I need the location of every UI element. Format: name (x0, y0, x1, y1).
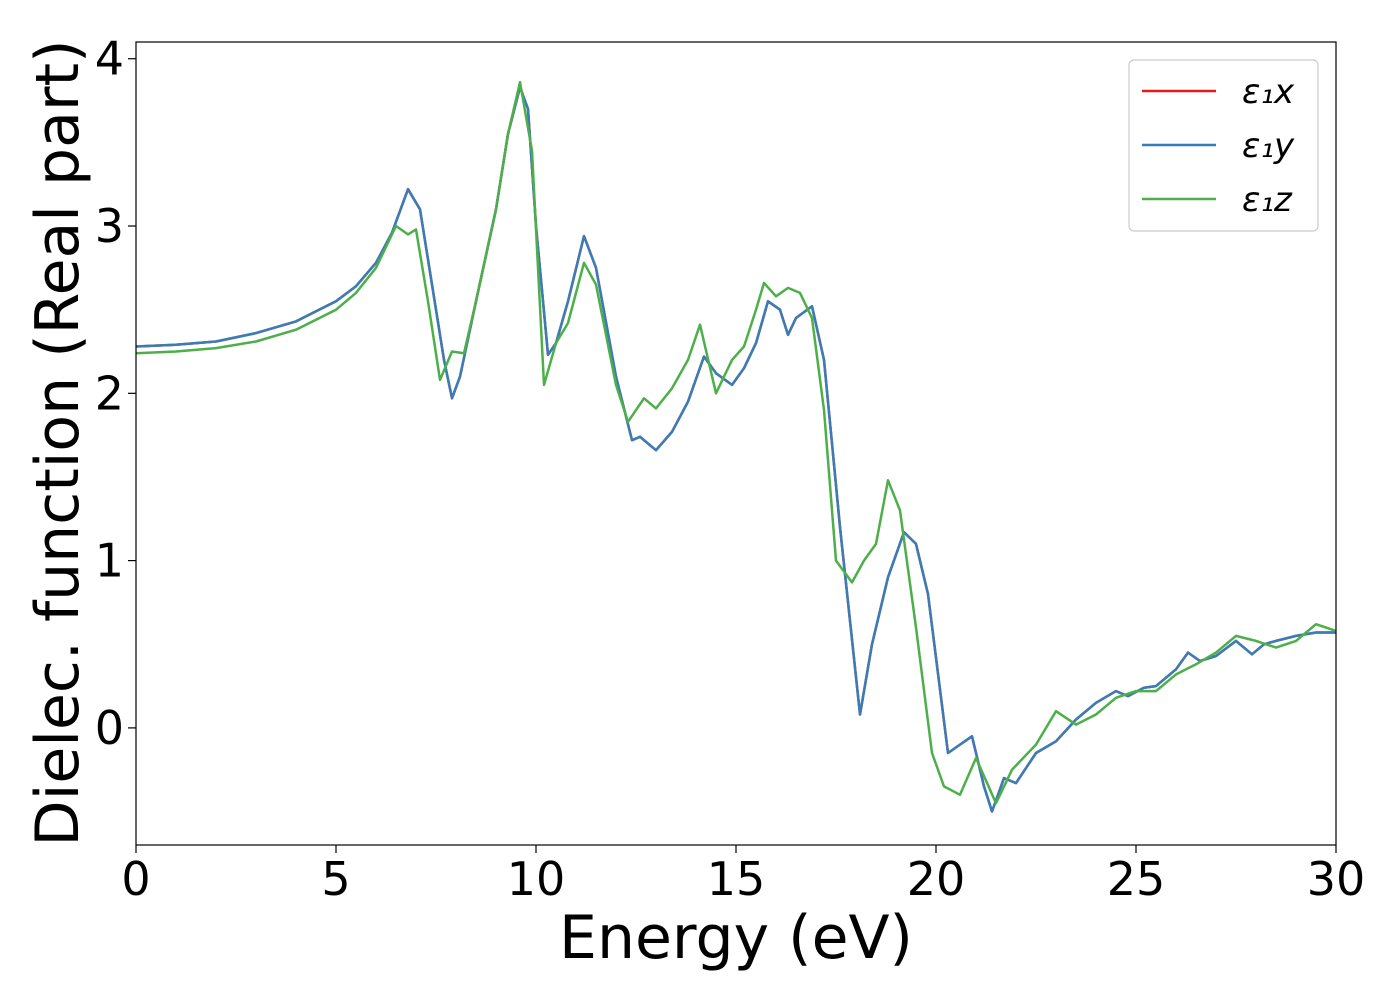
y-axis: 0 1 2 3 4 (95, 32, 136, 755)
legend-label-x: ε₁x (1242, 72, 1295, 112)
y-tick-label: 1 (95, 534, 124, 588)
x-tick-label: 20 (907, 852, 966, 906)
x-tick-label: 0 (121, 852, 150, 906)
x-tick-label: 25 (1107, 852, 1166, 906)
y-tick-label: 4 (95, 32, 124, 86)
y-tick-label: 0 (95, 701, 124, 755)
legend-label-y: ε₁y (1242, 126, 1295, 166)
y-axis-title: Dielec. function (Real part) (23, 40, 93, 847)
series-lines (135, 80, 1337, 813)
legend-label-z: ε₁z (1242, 180, 1293, 220)
y-tick-label: 2 (95, 366, 124, 420)
series-line-2 (135, 80, 1337, 805)
legend: ε₁x ε₁y ε₁z (1128, 59, 1319, 232)
x-axis-title: Energy (eV) (559, 903, 913, 973)
x-tick-label: 15 (707, 852, 766, 906)
x-axis: 0 5 10 15 20 25 30 (121, 845, 1365, 906)
x-tick-label: 10 (507, 852, 566, 906)
y-tick-label: 3 (95, 199, 124, 253)
x-tick-label: 5 (321, 852, 350, 906)
legend-box (1128, 59, 1319, 232)
x-tick-label: 30 (1307, 852, 1366, 906)
